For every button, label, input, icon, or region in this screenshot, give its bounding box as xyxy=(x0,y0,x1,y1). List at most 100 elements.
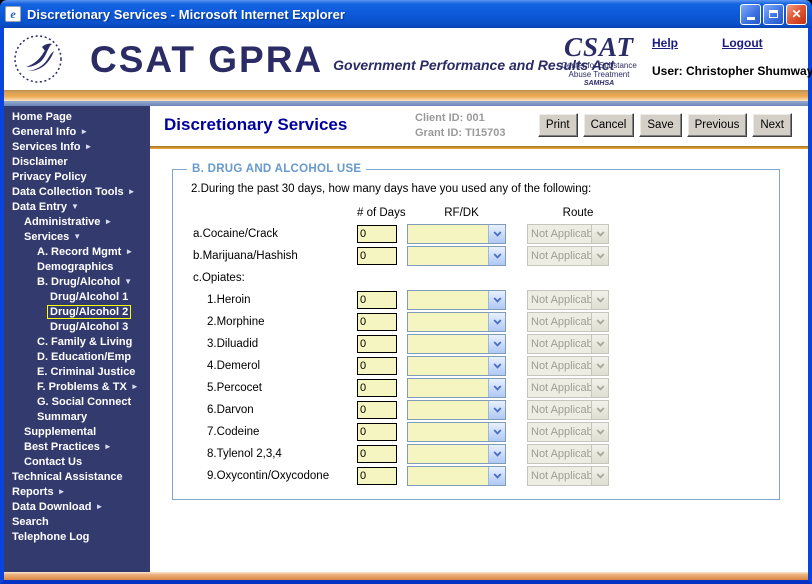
sidebar-item-label[interactable]: Summary xyxy=(37,410,88,423)
sidebar-item-data-download[interactable]: Data Download ► xyxy=(4,499,150,514)
sidebar-item-label[interactable]: Privacy Policy xyxy=(12,170,87,183)
rfdk-select[interactable] xyxy=(407,246,506,266)
sidebar-item-drug-alcohol-2[interactable]: Drug/Alcohol 2 xyxy=(4,304,150,319)
sidebar-item-administrative[interactable]: Administrative ► xyxy=(4,214,150,229)
chevron-down-icon[interactable] xyxy=(488,357,505,375)
maximize-button[interactable] xyxy=(763,3,784,25)
sidebar-item-label[interactable]: Data Entry xyxy=(12,200,68,213)
rfdk-select[interactable] xyxy=(407,312,506,332)
rfdk-select[interactable] xyxy=(407,224,506,244)
help-link[interactable]: Help xyxy=(652,36,679,50)
sidebar-item-label[interactable]: Best Practices xyxy=(24,440,100,453)
logout-link[interactable]: Logout xyxy=(722,36,763,50)
chevron-down-icon[interactable] xyxy=(488,291,505,309)
sidebar-item-label[interactable]: A. Record Mgmt xyxy=(37,245,122,258)
cancel-button[interactable]: Cancel xyxy=(582,113,635,137)
sidebar-item-e-criminal-justice[interactable]: E. Criminal Justice xyxy=(4,364,150,379)
chevron-down-icon[interactable] xyxy=(488,445,505,463)
sidebar-item-g-social-connect[interactable]: G. Social Connect xyxy=(4,394,150,409)
sidebar-item-label[interactable]: Demographics xyxy=(37,260,114,273)
sidebar-item-contact-us[interactable]: Contact Us xyxy=(4,454,150,469)
sidebar-item-b-drug-alcohol[interactable]: B. Drug/Alcohol ▼ xyxy=(4,274,150,289)
sidebar-item-label[interactable]: Administrative xyxy=(24,215,101,228)
rfdk-select[interactable] xyxy=(407,400,506,420)
sidebar-item-label[interactable]: Supplemental xyxy=(24,425,97,438)
sidebar-item-search[interactable]: Search xyxy=(4,514,150,529)
chevron-down-icon[interactable] xyxy=(488,467,505,485)
sidebar-item-drug-alcohol-3[interactable]: Drug/Alcohol 3 xyxy=(4,319,150,334)
sidebar-item-supplemental[interactable]: Supplemental xyxy=(4,424,150,439)
sidebar-item-label[interactable]: Drug/Alcohol 2 xyxy=(47,304,132,319)
days-input[interactable] xyxy=(357,225,397,243)
sidebar-item-label[interactable]: Services xyxy=(24,230,70,243)
sidebar-item-label[interactable]: F. Problems & TX xyxy=(37,380,127,393)
sidebar-item-f-problems-tx[interactable]: F. Problems & TX ► xyxy=(4,379,150,394)
days-input[interactable] xyxy=(357,379,397,397)
sidebar-item-label[interactable]: D. Education/Emp xyxy=(37,350,132,363)
print-button[interactable]: Print xyxy=(537,113,578,137)
save-button[interactable]: Save xyxy=(639,113,682,137)
sidebar-item-label[interactable]: Disclaimer xyxy=(12,155,68,168)
sidebar-item-label[interactable]: Telephone Log xyxy=(12,530,90,543)
chevron-down-icon[interactable] xyxy=(488,401,505,419)
sidebar-item-privacy-policy[interactable]: Privacy Policy xyxy=(4,169,150,184)
sidebar-item-reports[interactable]: Reports ► xyxy=(4,484,150,499)
sidebar-item-demographics[interactable]: Demographics xyxy=(4,259,150,274)
sidebar-item-d-education-emp[interactable]: D. Education/Emp xyxy=(4,349,150,364)
sidebar-item-c-family-living[interactable]: C. Family & Living xyxy=(4,334,150,349)
close-button[interactable]: ✕ xyxy=(786,3,807,25)
days-input[interactable] xyxy=(357,423,397,441)
sidebar-item-label[interactable]: Data Download xyxy=(12,500,92,513)
sidebar-item-disclaimer[interactable]: Disclaimer xyxy=(4,154,150,169)
sidebar-item-label[interactable]: Data Collection Tools xyxy=(12,185,124,198)
chevron-down-icon[interactable] xyxy=(488,247,505,265)
days-input[interactable] xyxy=(357,467,397,485)
chevron-down-icon[interactable] xyxy=(488,379,505,397)
sidebar-item-label[interactable]: Home Page xyxy=(12,110,72,123)
sidebar-item-label[interactable]: Contact Us xyxy=(24,455,83,468)
sidebar-item-data-entry[interactable]: Data Entry ▼ xyxy=(4,199,150,214)
sidebar-item-label[interactable]: General Info xyxy=(12,125,77,138)
sidebar-item-label[interactable]: Search xyxy=(12,515,49,528)
sidebar-item-label[interactable]: Drug/Alcohol 3 xyxy=(50,320,129,333)
days-input[interactable] xyxy=(357,335,397,353)
sidebar-item-label[interactable]: C. Family & Living xyxy=(37,335,133,348)
sidebar-item-services[interactable]: Services ▼ xyxy=(4,229,150,244)
sidebar-item-label[interactable]: B. Drug/Alcohol xyxy=(37,275,121,288)
sidebar-item-best-practices[interactable]: Best Practices ► xyxy=(4,439,150,454)
days-input[interactable] xyxy=(357,313,397,331)
rfdk-select[interactable] xyxy=(407,466,506,486)
sidebar-item-a-record-mgmt[interactable]: A. Record Mgmt ► xyxy=(4,244,150,259)
sidebar-item-technical-assistance[interactable]: Technical Assistance xyxy=(4,469,150,484)
sidebar-item-label[interactable]: Reports xyxy=(12,485,54,498)
rfdk-select[interactable] xyxy=(407,422,506,442)
days-input[interactable] xyxy=(357,357,397,375)
chevron-down-icon[interactable] xyxy=(488,423,505,441)
rfdk-select[interactable] xyxy=(407,334,506,354)
sidebar-item-drug-alcohol-1[interactable]: Drug/Alcohol 1 xyxy=(4,289,150,304)
sidebar-item-label[interactable]: E. Criminal Justice xyxy=(37,365,136,378)
days-input[interactable] xyxy=(357,445,397,463)
rfdk-select[interactable] xyxy=(407,378,506,398)
sidebar-item-data-collection-tools[interactable]: Data Collection Tools ► xyxy=(4,184,150,199)
rfdk-select[interactable] xyxy=(407,290,506,310)
rfdk-select[interactable] xyxy=(407,356,506,376)
sidebar-item-summary[interactable]: Summary xyxy=(4,409,150,424)
minimize-button[interactable] xyxy=(740,3,761,25)
days-input[interactable] xyxy=(357,401,397,419)
sidebar-item-label[interactable]: Technical Assistance xyxy=(12,470,123,483)
sidebar-item-label[interactable]: Services Info xyxy=(12,140,81,153)
sidebar-item-label[interactable]: G. Social Connect xyxy=(37,395,132,408)
chevron-down-icon[interactable] xyxy=(488,225,505,243)
days-input[interactable] xyxy=(357,247,397,265)
rfdk-select[interactable] xyxy=(407,444,506,464)
chevron-down-icon[interactable] xyxy=(488,335,505,353)
days-input[interactable] xyxy=(357,291,397,309)
sidebar-item-general-info[interactable]: General Info ► xyxy=(4,124,150,139)
chevron-down-icon[interactable] xyxy=(488,313,505,331)
sidebar-item-home-page[interactable]: Home Page xyxy=(4,109,150,124)
previous-button[interactable]: Previous xyxy=(686,113,748,137)
sidebar-item-telephone-log[interactable]: Telephone Log xyxy=(4,529,150,544)
sidebar-item-label[interactable]: Drug/Alcohol 1 xyxy=(50,290,129,303)
sidebar-item-services-info[interactable]: Services Info ► xyxy=(4,139,150,154)
